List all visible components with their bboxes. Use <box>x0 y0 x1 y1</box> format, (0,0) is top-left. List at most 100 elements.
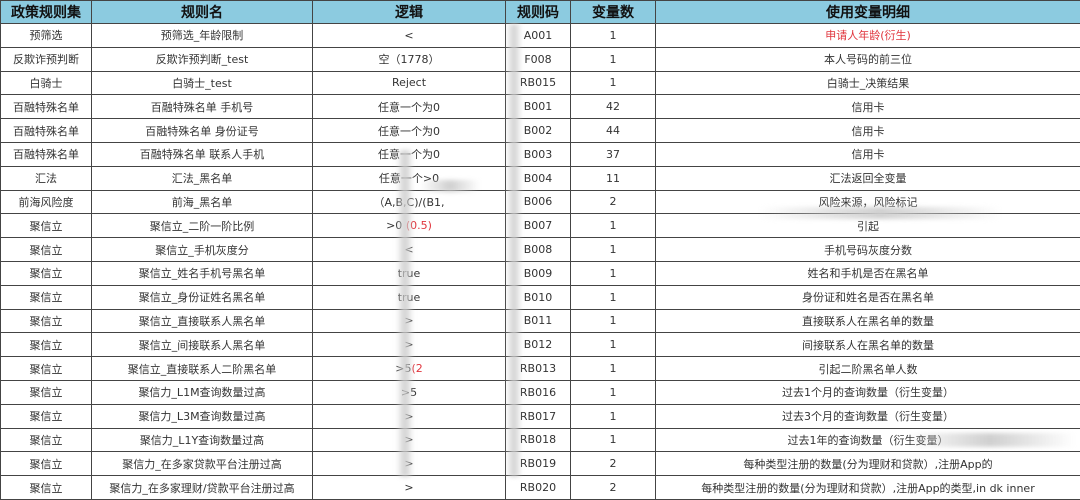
logic-cell: > <box>313 476 506 500</box>
policy-set-cell: 百融特殊名单 <box>1 142 92 166</box>
variable-count-cell-text: 37 <box>606 148 620 161</box>
variable-detail-cell: 信用卡 <box>656 119 1080 143</box>
variable-count-cell: 2 <box>571 452 656 476</box>
variable-count-cell: 1 <box>571 357 656 381</box>
variable-count-cell-text: 1 <box>610 267 617 280</box>
logic-cell: 任意一个>0 <box>313 166 506 190</box>
rule-code-cell-text: B010 <box>524 291 553 304</box>
policy-set-cell: 聚信立 <box>1 238 92 262</box>
logic-cell: >5(2 <box>313 357 506 381</box>
column-header-logic: 逻辑 <box>313 1 506 24</box>
rule-code-cell-text: B001 <box>524 100 553 113</box>
variable-detail-cell: 身份证和姓名是否在黑名单 <box>656 285 1080 309</box>
variable-detail-cell-text: 信用卡 <box>852 148 885 161</box>
variable-detail-cell: 间接联系人在黑名单的数量 <box>656 333 1080 357</box>
rule-code-cell: RB020 <box>506 476 571 500</box>
rule-name-cell-text: 聚信力_在多家理财/贷款平台注册过高 <box>109 482 294 495</box>
policy-set-cell-text: 聚信立 <box>30 315 63 328</box>
column-header-variable-count: 变量数 <box>571 1 656 24</box>
rule-name-cell: 聚信立_手机灰度分 <box>92 238 313 262</box>
rule-name-cell-text: 聚信力_L1M查询数量过高 <box>138 386 265 399</box>
logic-cell: 任意一个为0 <box>313 119 506 143</box>
policy-set-cell-text: 聚信立 <box>30 244 63 257</box>
rule-name-cell: 聚信立_姓名手机号黑名单 <box>92 261 313 285</box>
variable-count-cell: 1 <box>571 261 656 285</box>
policy-set-cell-text: 聚信立 <box>30 458 63 471</box>
rule-code-cell: B007 <box>506 214 571 238</box>
policy-set-cell-text: 白骑士 <box>30 77 63 90</box>
rule-code-cell: RB016 <box>506 380 571 404</box>
policy-set-cell-text: 聚信立 <box>30 410 63 423</box>
policy-set-cell-text: 百融特殊名单 <box>13 148 79 161</box>
variable-count-cell: 2 <box>571 190 656 214</box>
policy-set-cell: 百融特殊名单 <box>1 95 92 119</box>
policy-set-cell: 聚信立 <box>1 452 92 476</box>
logic-cell: 任意一个为0 <box>313 142 506 166</box>
policy-set-cell-text: 聚信立 <box>30 363 63 376</box>
logic-cell-text: < <box>404 29 413 42</box>
rule-name-cell-text: 聚信立_二阶一阶比例 <box>150 220 255 233</box>
rule-code-cell-text: RB017 <box>520 410 556 423</box>
header-row: 政策规则集规则名逻辑规则码变量数使用变量明细 <box>1 1 1080 24</box>
rule-code-cell-text: B008 <box>524 243 553 256</box>
variable-count-cell: 44 <box>571 119 656 143</box>
logic-cell-text: > <box>404 457 413 470</box>
variable-count-cell-text: 42 <box>606 100 620 113</box>
variable-count-cell: 1 <box>571 404 656 428</box>
variable-detail-cell-text: 引起二阶黑名单人数 <box>819 363 918 376</box>
rule-name-cell: 前海_黑名单 <box>92 190 313 214</box>
logic-cell-text: >5 <box>395 362 411 375</box>
policy-set-cell: 聚信立 <box>1 261 92 285</box>
variable-detail-cell-text: 每种类型注册的数量(分为理财和贷款）,注册App的 <box>743 458 992 471</box>
variable-count-cell: 1 <box>571 214 656 238</box>
variable-count-cell-text: 44 <box>606 124 620 137</box>
logic-cell: 任意一个为0 <box>313 95 506 119</box>
policy-set-cell-text: 前海风险度 <box>19 196 74 209</box>
policy-set-cell: 聚信立 <box>1 404 92 428</box>
variable-count-cell-text: 1 <box>610 433 617 446</box>
variable-count-cell-text: 1 <box>610 338 617 351</box>
rule-code-cell: B004 <box>506 166 571 190</box>
variable-detail-cell: 过去1年的查询数量（衍生变量） <box>656 428 1080 452</box>
variable-count-cell-text: 2 <box>610 457 617 470</box>
logic-cell-text: 任意一个为0 <box>378 148 440 161</box>
rule-code-cell: B001 <box>506 95 571 119</box>
rule-code-cell: B002 <box>506 119 571 143</box>
variable-detail-cell-text: 本人号码的前三位 <box>824 53 912 66</box>
policy-set-cell: 反欺诈预判断 <box>1 47 92 71</box>
variable-count-cell-text: 1 <box>610 76 617 89</box>
rule-name-cell: 聚信力_L3M查询数量过高 <box>92 404 313 428</box>
rule-code-cell-text: A001 <box>524 29 553 42</box>
rule-name-cell-text: 聚信力_L1Y查询数量过高 <box>140 434 264 447</box>
rule-code-cell-text: B004 <box>524 172 553 185</box>
rule-code-cell-text: RB016 <box>520 386 556 399</box>
logic-cell: >0 (0.5) <box>313 214 506 238</box>
policy-set-cell: 前海风险度 <box>1 190 92 214</box>
rule-code-cell: B012 <box>506 333 571 357</box>
rule-code-cell: F008 <box>506 47 571 71</box>
rule-code-cell-text: RB018 <box>520 433 556 446</box>
rule-code-cell: B009 <box>506 261 571 285</box>
rule-name-cell: 聚信立_间接联系人黑名单 <box>92 333 313 357</box>
policy-set-cell-text: 聚信立 <box>30 386 63 399</box>
rule-name-cell-text: 前海_黑名单 <box>172 196 233 209</box>
logic-cell: true <box>313 261 506 285</box>
rule-name-cell-text: 百融特殊名单 联系人手机 <box>140 148 265 161</box>
policy-set-cell: 聚信立 <box>1 309 92 333</box>
policy-set-cell-text: 百融特殊名单 <box>13 125 79 138</box>
rule-code-cell: RB018 <box>506 428 571 452</box>
logic-highlight-text: (2 <box>411 362 422 375</box>
logic-cell: < <box>313 24 506 48</box>
variable-detail-cell: 信用卡 <box>656 95 1080 119</box>
logic-cell-text: > <box>404 314 413 327</box>
